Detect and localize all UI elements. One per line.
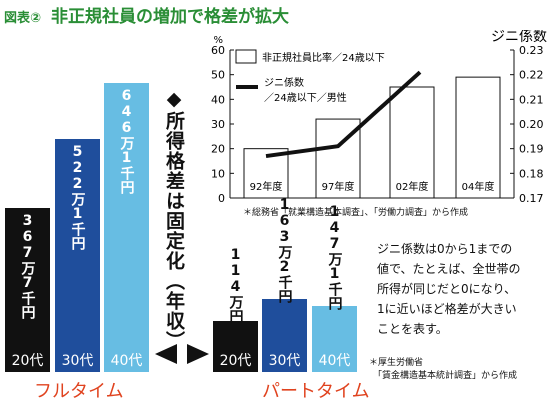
description-line: 所得が同じだと0になり、: [377, 282, 517, 296]
left-tick-label: 0: [218, 192, 225, 205]
parttime-label: パートタイム: [262, 381, 370, 402]
value-label: 522万1千円: [69, 143, 86, 250]
right-axis-title: ジニ係数: [491, 30, 547, 45]
value-label: 163万2千円: [276, 197, 293, 304]
left-axis-unit: %: [213, 35, 223, 46]
right-tick-label: 0.21: [519, 93, 544, 106]
value-label: 114万円: [227, 247, 244, 324]
fulltime-bar: [5, 207, 50, 372]
right-tick-label: 0.19: [519, 143, 544, 156]
side-title: ◆所得格差は固定化（年収）: [163, 88, 185, 351]
description-line: 1に近いほど格差が大きい: [377, 302, 517, 316]
description-line: 値で、たとえば、全世帯の: [377, 262, 521, 276]
right-arrow-icon: [187, 344, 209, 364]
bottom-source-line: 「賃金構造基本統計調査」から作成: [373, 371, 518, 381]
fulltime-bar: [104, 83, 149, 372]
left-arrow-icon: [155, 344, 177, 364]
parttime-bar: [312, 306, 357, 372]
x-tick-label: 02年度: [396, 180, 429, 193]
description-line: ことを表す。: [377, 322, 448, 336]
legend-line-label: ／24歳以下／男性: [264, 91, 347, 104]
fulltime-label: フルタイム: [34, 381, 124, 402]
age-label: 20代: [11, 353, 44, 369]
direction-arrows: [155, 344, 209, 364]
parttime-bar: [262, 299, 307, 372]
x-tick-label: 04年度: [462, 180, 495, 193]
legend-bar-swatch: [235, 49, 257, 64]
left-tick-label: 60: [211, 44, 225, 57]
legend-line-label: ジニ係数: [264, 76, 304, 89]
title-text: 非正規社員の増加で格差が拡大: [51, 7, 290, 27]
value-label: 147万1千円: [326, 204, 343, 311]
x-tick-label: 97年度: [322, 180, 355, 193]
left-tick-label: 50: [211, 69, 225, 82]
legend-bar-label: 非正規社員比率／24歳以下: [262, 51, 385, 64]
age-label: 40代: [110, 353, 143, 369]
figure-label: 図表②: [4, 11, 42, 26]
right-tick-label: 0.18: [519, 167, 544, 180]
x-tick-label: 92年度: [250, 180, 283, 193]
age-label: 20代: [219, 353, 252, 369]
ratio-bar: [389, 86, 435, 199]
gini-description: ジニ係数は0から1までの 値で、たとえば、全世帯の 所得が同じだと0になり、 1…: [377, 239, 521, 339]
left-tick-label: 40: [211, 93, 225, 106]
ratio-bar: [455, 76, 501, 199]
left-tick-label: 20: [211, 143, 225, 156]
right-tick-label: 0.22: [519, 69, 544, 82]
fulltime-bar: [55, 138, 100, 372]
bottom-source-line: ＊厚生労働省: [369, 358, 424, 368]
right-tick-label: 0.20: [519, 118, 544, 131]
parttime-bar: [213, 321, 258, 372]
chart-source-note: ＊総務省「就業構造基本調査」、「労働力調査」から作成: [243, 208, 469, 218]
right-tick-label: 0.23: [519, 44, 544, 57]
age-label: 30代: [268, 353, 301, 369]
right-tick-label: 0.17: [519, 192, 544, 205]
page-title: 図表② 非正規社員の増加で格差が拡大: [4, 2, 289, 27]
gini-ratio-chart: 0 10 20 30 40 50 60 0.17 0.18 0.19 0.20 0.21 0.22 0.2…: [211, 30, 547, 205]
age-label: 30代: [61, 353, 94, 369]
age-label: 40代: [318, 353, 351, 369]
description-line: ジニ係数は0から1までの: [377, 242, 513, 256]
left-tick-label: 30: [211, 118, 225, 131]
left-tick-label: 10: [211, 167, 225, 180]
gini-line: [265, 70, 422, 159]
value-label: 367万7千円: [19, 212, 36, 319]
value-label: 646万1千円: [118, 88, 135, 195]
ratio-bar: [243, 148, 289, 199]
